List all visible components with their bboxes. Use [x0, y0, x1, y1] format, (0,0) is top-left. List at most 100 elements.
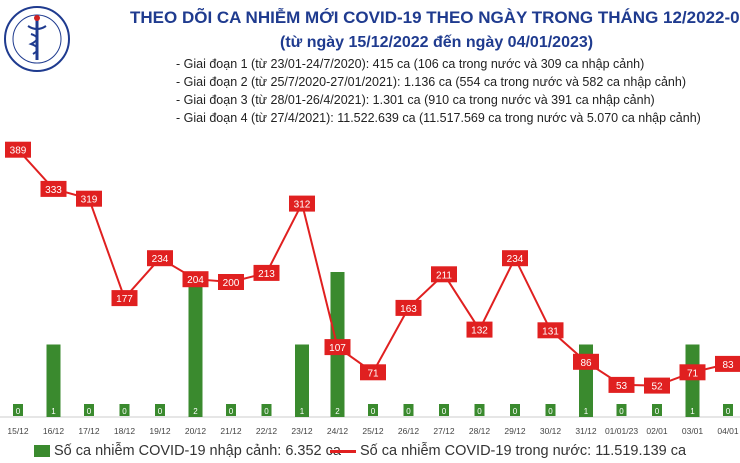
- bar-value-box-04/01: [723, 404, 733, 416]
- line-point-box-28/12: [466, 321, 493, 338]
- line-value-label-22/12: 213: [258, 269, 275, 280]
- bar-value-box-23/12: [297, 404, 307, 416]
- bar-value-label-04/01: 0: [726, 407, 731, 416]
- x-tick-label-04/01: 04/01: [717, 426, 739, 436]
- x-tick-label-02/01: 02/01: [646, 426, 668, 436]
- bar-value-box-19/12: [155, 404, 165, 416]
- bar-16/12: [46, 344, 61, 417]
- bar-value-label-24/12: 2: [335, 407, 340, 416]
- line-point-box-23/12: [289, 195, 315, 212]
- line-value-label-01/01/23: 53: [616, 381, 628, 392]
- line-value-label-28/12: 132: [471, 326, 488, 337]
- bar-value-box-16/12: [48, 404, 59, 416]
- line-point-box-16/12: [40, 180, 67, 197]
- line-value-label-17/12: 319: [81, 195, 98, 206]
- line-point-box-02/01: [644, 377, 670, 394]
- bar-value-box-20/12: [190, 404, 201, 416]
- x-tick-label-21/12: 21/12: [220, 426, 242, 436]
- line-value-label-24/12: 107: [329, 343, 346, 354]
- bar-value-box-15/12: [13, 404, 23, 416]
- x-tick-label-03/01: 03/01: [682, 426, 704, 436]
- ministry-logo: [4, 6, 70, 72]
- x-tick-label-17/12: 17/12: [78, 426, 100, 436]
- bar-value-box-31/12: [581, 404, 591, 416]
- line-value-label-31/12: 86: [580, 358, 592, 369]
- line-point-box-04/01: [715, 355, 740, 372]
- x-tick-label-28/12: 28/12: [469, 426, 491, 436]
- bar-value-box-21/12: [226, 404, 236, 416]
- line-value-label-21/12: 200: [223, 278, 240, 289]
- bar-value-label-01/01/23: 0: [619, 407, 624, 416]
- line-point-box-25/12: [360, 364, 386, 381]
- bar-value-label-31/12: 1: [584, 407, 589, 416]
- x-tick-label-15/12: 15/12: [7, 426, 29, 436]
- line-point-box-20/12: [182, 271, 209, 288]
- bar-value-label-16/12: 1: [51, 407, 56, 416]
- legend-line-label: Số ca nhiễm COVID-19 trong nước: 11.519.…: [360, 443, 687, 459]
- phase-4-text: - Giai đoạn 4 (từ 27/4/2021): 11.522.639…: [176, 111, 701, 125]
- bar-value-box-30/12: [545, 404, 556, 416]
- line-value-label-23/12: 312: [294, 200, 311, 211]
- bar-value-label-23/12: 1: [300, 407, 305, 416]
- bar-value-box-17/12: [84, 404, 94, 416]
- bar-value-label-29/12: 0: [513, 407, 518, 416]
- bar-value-label-03/01: 1: [690, 407, 695, 416]
- x-tick-label-18/12: 18/12: [114, 426, 136, 436]
- line-value-label-26/12: 163: [400, 304, 417, 315]
- line-point-box-29/12: [502, 250, 528, 267]
- x-tick-label-16/12: 16/12: [43, 426, 65, 436]
- legend-bar-label: Số ca nhiễm COVID-19 nhập cảnh: 6.352 ca: [54, 443, 341, 459]
- line-value-label-03/01: 71: [687, 368, 699, 379]
- bar-value-box-27/12: [439, 404, 449, 416]
- line-point-box-31/12: [573, 353, 599, 370]
- bar-20/12: [188, 272, 203, 417]
- line-value-label-02/01: 52: [651, 382, 663, 393]
- phase-2-text: - Giai đoạn 2 (từ 25/7/2020-27/01/2021):…: [176, 75, 686, 89]
- bar-23/12: [295, 344, 309, 417]
- x-tick-label-23/12: 23/12: [291, 426, 313, 436]
- phase-summary: - Giai đoạn 1 (từ 23/01-24/7/2020): 415 …: [176, 55, 701, 127]
- x-tick-label-24/12: 24/12: [327, 426, 349, 436]
- bar-value-label-20/12: 2: [193, 407, 198, 416]
- bar-value-box-26/12: [403, 404, 414, 416]
- x-tick-label-19/12: 19/12: [149, 426, 171, 436]
- line-value-label-20/12: 204: [187, 275, 204, 286]
- legend-bar-swatch: [34, 445, 50, 457]
- bar-value-label-27/12: 0: [442, 407, 447, 416]
- bar-value-box-22/12: [261, 404, 272, 416]
- bar-value-label-21/12: 0: [229, 407, 234, 416]
- line-point-box-26/12: [395, 299, 422, 316]
- bar-value-label-22/12: 0: [264, 407, 269, 416]
- page-title: THEO DÕI CA NHIỄM MỚI COVID-19 THEO NGÀY…: [130, 8, 740, 27]
- line-series-domestic: [17, 149, 729, 387]
- legend-line-swatch: [330, 449, 356, 453]
- line-point-box-03/01: [679, 364, 706, 381]
- phase-1-text: - Giai đoạn 1 (từ 23/01-24/7/2020): 415 …: [176, 57, 645, 71]
- legend-line: Số ca nhiễm COVID-19 trong nước: 11.519.…: [330, 440, 686, 462]
- line-value-label-15/12: 389: [10, 146, 27, 157]
- bar-value-box-24/12: [332, 404, 343, 416]
- bar-value-label-02/01: 0: [655, 407, 660, 416]
- line-point-box-15/12: [5, 141, 31, 158]
- phase-3-text: - Giai đoạn 3 (từ 28/01-26/4/2021): 1.30…: [176, 93, 655, 107]
- bar-value-label-18/12: 0: [122, 407, 127, 416]
- bar-value-box-03/01: [687, 404, 698, 416]
- line-value-label-04/01: 83: [722, 360, 734, 371]
- bar-value-label-26/12: 0: [406, 407, 411, 416]
- line-point-box-30/12: [537, 322, 564, 339]
- line-point-box-22/12: [253, 264, 280, 281]
- line-point-box-01/01/23: [608, 376, 635, 393]
- line-value-label-30/12: 131: [542, 326, 559, 337]
- legend-bar: Số ca nhiễm COVID-19 nhập cảnh: 6.352 ca: [34, 440, 341, 462]
- line-value-label-18/12: 177: [116, 294, 133, 305]
- x-tick-label-31/12: 31/12: [575, 426, 597, 436]
- x-tick-label-27/12: 27/12: [433, 426, 455, 436]
- line-point-box-18/12: [111, 290, 138, 307]
- line-point-box-17/12: [76, 190, 102, 207]
- bar-value-box-29/12: [510, 404, 520, 416]
- bar-03/01: [685, 344, 700, 417]
- bar-value-label-28/12: 0: [477, 407, 482, 416]
- line-value-label-29/12: 234: [507, 254, 524, 265]
- bar-value-box-01/01/23: [616, 404, 627, 416]
